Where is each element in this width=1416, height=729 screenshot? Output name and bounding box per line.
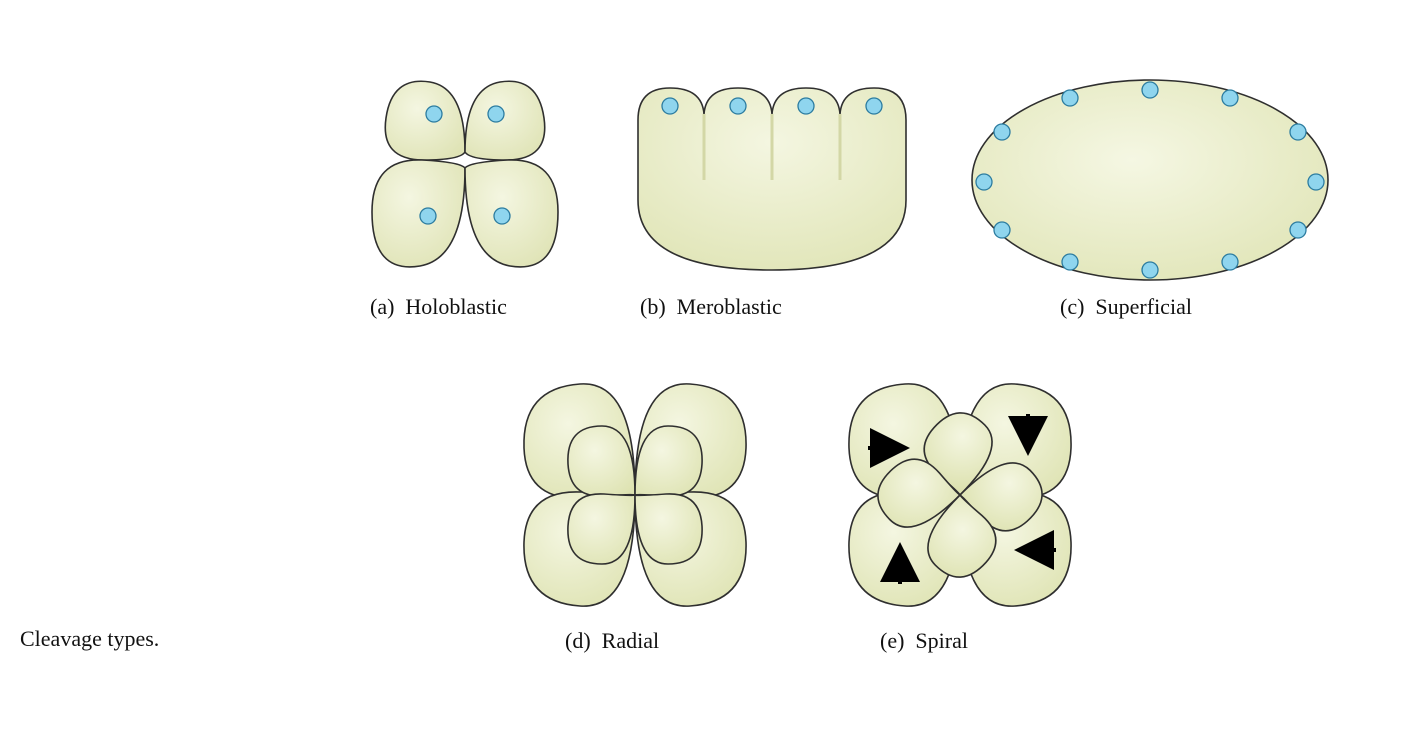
panel-e-name: Spiral (915, 628, 968, 653)
panel-a-letter: (a) (370, 294, 394, 319)
panel-d-label: (d) Radial (565, 628, 659, 654)
panel-a-label: (a) Holoblastic (370, 294, 507, 320)
panel-e-letter: (e) (880, 628, 904, 653)
panel-d-letter: (d) (565, 628, 591, 653)
panel-meroblastic (620, 80, 920, 280)
panel-e-label: (e) Spiral (880, 628, 968, 654)
panel-b-label: (b) Meroblastic (640, 294, 782, 320)
panel-b-name: Meroblastic (677, 294, 782, 319)
panel-spiral (830, 370, 1090, 620)
holoblastic-svg (350, 60, 580, 290)
meroblastic-svg (620, 80, 920, 280)
panel-d-name: Radial (602, 628, 659, 653)
figure-canvas: (a) Holoblastic (b) Meroblast (0, 0, 1416, 729)
panel-c-label: (c) Superficial (1060, 294, 1192, 320)
spiral-svg (830, 370, 1090, 620)
radial-svg (510, 370, 760, 620)
panel-c-letter: (c) (1060, 294, 1084, 319)
panel-b-letter: (b) (640, 294, 666, 319)
panel-holoblastic (350, 60, 580, 290)
panel-a-name: Holoblastic (405, 294, 506, 319)
panel-c-name: Superficial (1095, 294, 1192, 319)
panel-superficial (960, 70, 1340, 290)
panel-radial (510, 370, 760, 620)
superficial-svg (960, 70, 1340, 290)
figure-caption: Cleavage types. (20, 626, 159, 652)
